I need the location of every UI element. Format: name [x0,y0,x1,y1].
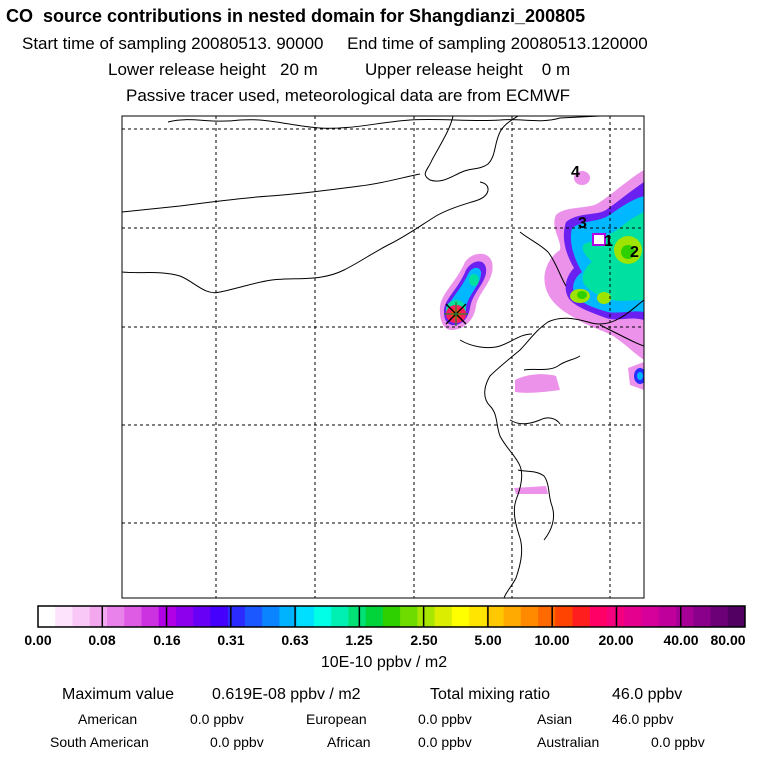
colorbar-cell [89,606,108,627]
colorbar-cell [38,606,56,627]
colorbar-ticks [101,606,682,627]
colorbar-cell [589,606,608,627]
colorbar-cell [348,606,367,627]
colorbar-label: 10.00 [534,632,570,648]
region-value: 46.0 ppbv [612,711,674,727]
release-heights-line: Lower release height 20 m Upper release … [108,60,570,80]
colorbar-label: 0.08 [88,632,116,648]
colorbar-cell [641,606,660,627]
colorbar-label: 0.16 [153,632,181,648]
colorbar-cell [520,606,539,627]
colorbar-cell [382,606,401,627]
colorbar-cell [400,606,418,627]
colorbar-cell [572,606,591,627]
colorbar-label: 5.00 [474,632,502,648]
graticule [122,116,644,598]
colorbar-label: 0.00 [24,632,52,648]
colorbar-cell [313,606,332,627]
colorbar-cell [710,606,729,627]
colorbar-cell [296,606,315,627]
colorbar-cell [175,606,194,627]
colorbar-cell [106,606,125,627]
region-label-1: 1 [604,233,613,250]
sampling-times-line: Start time of sampling 20080513. 90000 E… [22,34,648,54]
region-label-3: 3 [578,215,587,232]
end-time-value: 20080513.120000 [510,34,648,53]
max-value-label: Maximum value [62,686,175,703]
colorbar-label: 1.25 [345,632,373,648]
colorbar-units: 10E-10 ppbv / m2 [320,654,448,671]
colorbar-cell [486,606,505,627]
region-value: 0.0 ppbv [418,711,472,727]
colorbar-label: 2.50 [410,632,438,648]
region-name: American [78,711,138,727]
region-name: South American [50,734,149,750]
colorbar-cell [262,606,280,627]
colorbar-cell [624,606,643,627]
end-time-label: End time of sampling [347,34,506,53]
colorbar-cell [141,606,160,627]
colorbar-cell [365,606,384,627]
region-value: 0.0 ppbv [651,734,705,750]
upper-height-label: Upper release height [365,60,523,79]
max-value: 0.619E-08 ppbv / m2 [212,686,361,703]
region-value: 0.0 ppbv [418,734,472,750]
region-value: 0.0 ppbv [210,734,264,750]
start-time-value: 20080513. 90000 [191,34,324,53]
colorbar-cell [727,606,746,627]
colorbar-cell [417,606,436,627]
map-frame [121,115,645,599]
lower-height-label: Lower release height [108,60,266,79]
region-name: Asian [537,711,573,727]
total-mixing-value: 46.0 ppbv [612,686,683,703]
colorbar-cell [158,606,177,627]
colorbar-label: 0.31 [217,632,245,648]
coastlines [122,116,644,598]
colorbar-cell [244,606,263,627]
colorbar-frame [37,605,746,628]
upper-height-value: 0 m [541,60,571,79]
colorbar-cell [451,606,470,627]
region-value: 0.0 ppbv [190,711,244,727]
plot-title: CO source contributions in nested domain… [6,6,586,26]
colorbar-label: 40.00 [663,632,699,648]
region-name: African [327,734,371,750]
region-label-2: 2 [630,244,639,261]
colorbar-cell [227,606,246,627]
colorbar-cell [503,606,522,627]
colorbar-cell [72,606,91,627]
colorbar-cell [676,606,694,627]
colorbar-cell [279,606,298,627]
colorbar-cell [434,606,453,627]
total-mixing-label: Total mixing ratio [430,686,551,703]
region-name: Australian [537,734,600,750]
colorbar-label: 80.00 [710,632,746,648]
colorbar-cell [331,606,349,627]
colorbar-cell [210,606,229,627]
colorbar-cell [693,606,712,627]
colorbar-cell [193,606,211,627]
start-time-label: Start time of sampling [22,34,187,53]
colorbar-label: 20.00 [598,632,634,648]
colorbar-cell [538,606,556,627]
colorbar [38,606,746,627]
lower-height-value: 20 m [280,60,318,79]
colorbar-cell [124,606,142,627]
region-label-4: 4 [571,164,580,181]
colorbar-cell [658,606,677,627]
sampling-site-star [444,302,468,326]
colorbar-cell [55,606,73,627]
region-name: European [306,711,367,727]
colorbar-cell [469,606,487,627]
colorbar-cell [555,606,574,627]
colorbar-label: 0.63 [281,632,309,648]
tracer-note: Passive tracer used, meteorological data… [126,86,571,105]
